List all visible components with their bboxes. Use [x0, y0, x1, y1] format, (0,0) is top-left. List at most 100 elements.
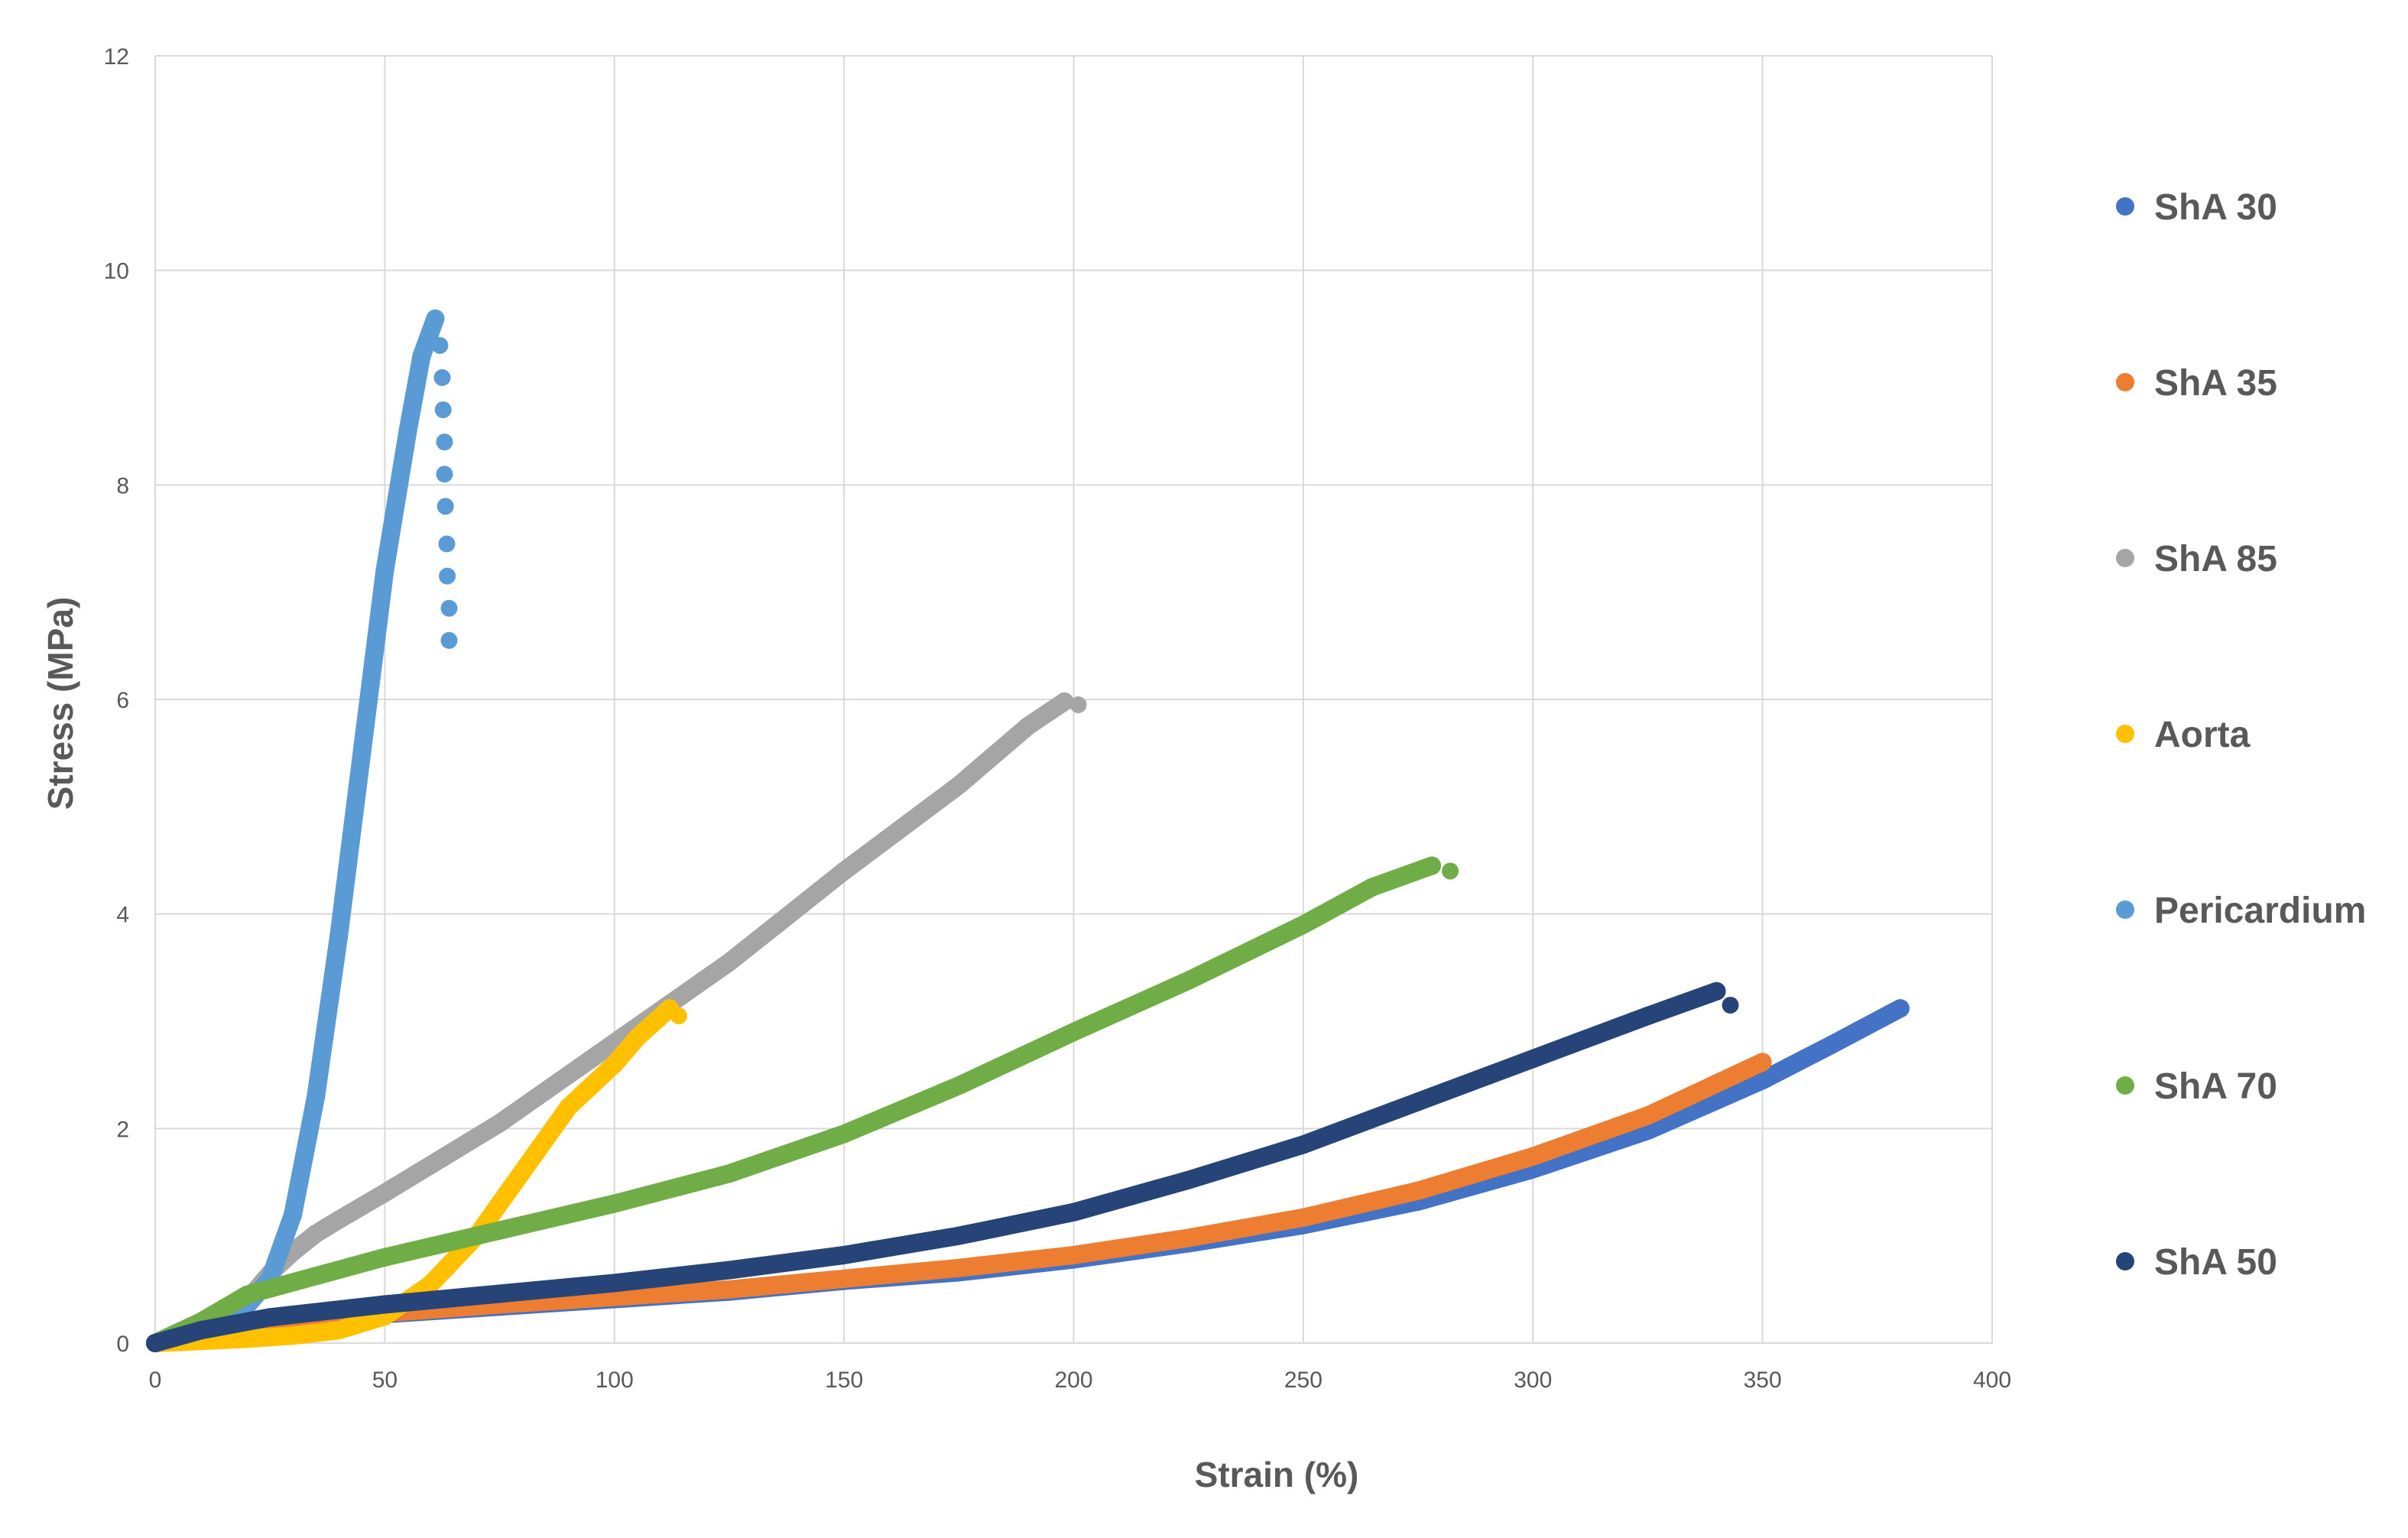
y-tick-label: 10 — [104, 259, 129, 284]
data-point — [1409, 1092, 1428, 1111]
x-axis-title: Strain (%) — [1195, 1455, 1359, 1494]
x-tick-label: 50 — [372, 1368, 398, 1393]
data-point — [1293, 1208, 1313, 1227]
data-point — [1638, 1106, 1657, 1125]
data-point — [835, 1124, 854, 1144]
legend-label: ShA 70 — [2154, 1066, 2277, 1107]
y-tick-label: 4 — [116, 903, 129, 928]
data-point — [1707, 1074, 1726, 1093]
data-point — [628, 1028, 647, 1047]
data-point — [375, 1183, 394, 1202]
data-point — [329, 1210, 349, 1229]
data-point — [307, 1087, 326, 1106]
data-point — [835, 1245, 854, 1264]
data-point — [352, 744, 372, 763]
data-point — [1524, 1147, 1543, 1166]
data-point — [1018, 717, 1037, 736]
legend-item: Aorta — [2116, 715, 2251, 755]
data-point — [436, 498, 454, 515]
x-tick-label: 300 — [1514, 1368, 1552, 1393]
x-tick-label: 150 — [825, 1368, 863, 1393]
data-point — [1064, 1202, 1083, 1222]
series-pericardium — [146, 309, 458, 1352]
data-point — [1442, 862, 1459, 880]
data-point — [835, 861, 854, 881]
y-tick-label: 8 — [116, 473, 129, 498]
legend-marker — [2116, 900, 2134, 919]
data-point — [192, 1321, 211, 1340]
data-point — [434, 401, 452, 419]
series-line — [146, 982, 1726, 1352]
data-point — [1722, 996, 1739, 1014]
data-point — [949, 1226, 969, 1245]
series-sha-50 — [146, 982, 1739, 1352]
legend-item: ShA 30 — [2116, 187, 2277, 228]
data-point — [375, 1248, 394, 1267]
data-point — [1362, 878, 1381, 897]
legend-item: Pericardium — [2116, 891, 2366, 931]
data-point — [1293, 1135, 1313, 1154]
data-point — [1409, 1181, 1428, 1200]
data-point — [433, 369, 451, 386]
data-point — [559, 1098, 578, 1117]
data-point — [307, 1224, 326, 1243]
legend-marker — [2116, 549, 2134, 567]
x-tick-label: 400 — [1973, 1368, 2011, 1393]
data-point — [375, 561, 394, 580]
data-point — [398, 422, 417, 441]
data-point — [426, 309, 445, 328]
data-point — [431, 336, 449, 354]
data-series — [146, 309, 1910, 1352]
legend: ShA 30 ShA 35 ShA 85 Aorta Pericardium ShA 70… — [2116, 187, 2366, 1283]
data-point — [375, 1295, 394, 1314]
data-point — [329, 1321, 349, 1340]
data-point — [436, 466, 453, 483]
data-point — [1638, 1006, 1657, 1025]
x-tick-label: 250 — [1284, 1368, 1322, 1393]
y-tick-label: 12 — [104, 44, 129, 70]
x-tick-label: 200 — [1054, 1368, 1092, 1393]
data-point — [949, 776, 969, 795]
data-point — [719, 1164, 738, 1183]
data-point — [1524, 1050, 1543, 1069]
legend-marker — [2116, 373, 2134, 391]
x-tick-label: 0 — [149, 1368, 162, 1393]
data-point — [284, 1326, 303, 1345]
data-point — [949, 1076, 969, 1095]
data-point — [1753, 1071, 1772, 1090]
tick-labels: 0 50 100 150 200 250 300 350 400 0 2 4 6 8 10 12 — [104, 44, 2011, 1393]
legend-label: Aorta — [2154, 715, 2251, 755]
data-point — [439, 567, 456, 585]
data-point — [438, 535, 456, 553]
series-line — [146, 856, 1442, 1352]
data-point — [284, 1205, 303, 1224]
data-point — [1179, 1228, 1198, 1248]
data-point — [719, 952, 738, 972]
data-point — [1064, 1023, 1083, 1042]
data-point — [238, 1285, 257, 1304]
legend-marker — [2116, 197, 2134, 216]
data-point — [1293, 915, 1313, 934]
data-point — [1179, 971, 1198, 990]
legend-item: ShA 85 — [2116, 539, 2277, 579]
data-point — [490, 1284, 509, 1303]
data-point — [490, 1221, 509, 1240]
data-point — [421, 1274, 440, 1293]
y-tick-label: 6 — [116, 688, 129, 713]
data-point — [1064, 1245, 1083, 1264]
data-point — [1069, 696, 1087, 714]
data-point — [719, 1280, 738, 1299]
data-point — [412, 346, 431, 365]
data-point — [329, 926, 349, 945]
legend-item: ShA 70 — [2116, 1066, 2277, 1107]
data-point — [670, 1007, 687, 1024]
legend-label: ShA 30 — [2154, 187, 2277, 228]
data-point — [440, 599, 458, 617]
data-point — [513, 1162, 532, 1181]
legend-item: ShA 50 — [2116, 1242, 2277, 1283]
data-point — [835, 1269, 854, 1288]
legend-label: ShA 35 — [2154, 363, 2277, 404]
y-tick-label: 0 — [116, 1332, 129, 1357]
data-point — [261, 1308, 280, 1327]
